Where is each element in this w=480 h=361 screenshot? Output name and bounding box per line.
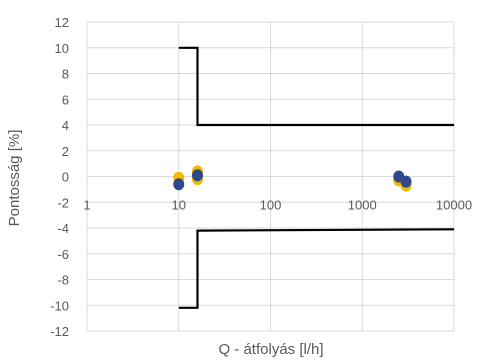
limit-line (178, 46, 454, 127)
limit-lines (178, 46, 455, 309)
y-tick-labels: 12 10 8 6 4 2 0 -2 -4 -6 -8 -10 -12 (50, 15, 69, 339)
y-tick-label: 10 (55, 41, 69, 56)
grid (86, 21, 455, 332)
data-point (400, 175, 412, 188)
data-points (173, 165, 412, 192)
x-tick-labels: 1 10 100 1000 10000 (83, 198, 472, 213)
y-tick-label: 2 (62, 144, 69, 159)
x-tick-label: 1000 (348, 198, 377, 213)
y-tick-label: -10 (50, 298, 69, 313)
y-tick-label: -12 (50, 324, 69, 339)
data-point (173, 178, 185, 191)
y-tick-label: 0 (62, 170, 69, 185)
x-tick-label: 100 (260, 198, 282, 213)
y-tick-label: 8 (62, 67, 69, 82)
y-tick-label: -8 (57, 273, 69, 288)
x-tick-label: 10 (172, 198, 186, 213)
y-tick-label: 4 (62, 118, 69, 133)
y-tick-label: 6 (62, 92, 69, 107)
y-tick-label: -4 (57, 221, 69, 236)
y-tick-label: -2 (57, 195, 69, 210)
y-tick-label: 12 (55, 15, 69, 30)
limit-line (178, 228, 455, 309)
y-axis-title: Pontosság [%] (6, 130, 23, 227)
y-tick-label: -6 (57, 247, 69, 262)
data-point (191, 169, 203, 182)
x-axis-title: Q - átfolyás [l/h] (218, 341, 323, 358)
x-tick-label: 1 (83, 198, 90, 213)
x-tick-label: 10000 (436, 198, 472, 213)
